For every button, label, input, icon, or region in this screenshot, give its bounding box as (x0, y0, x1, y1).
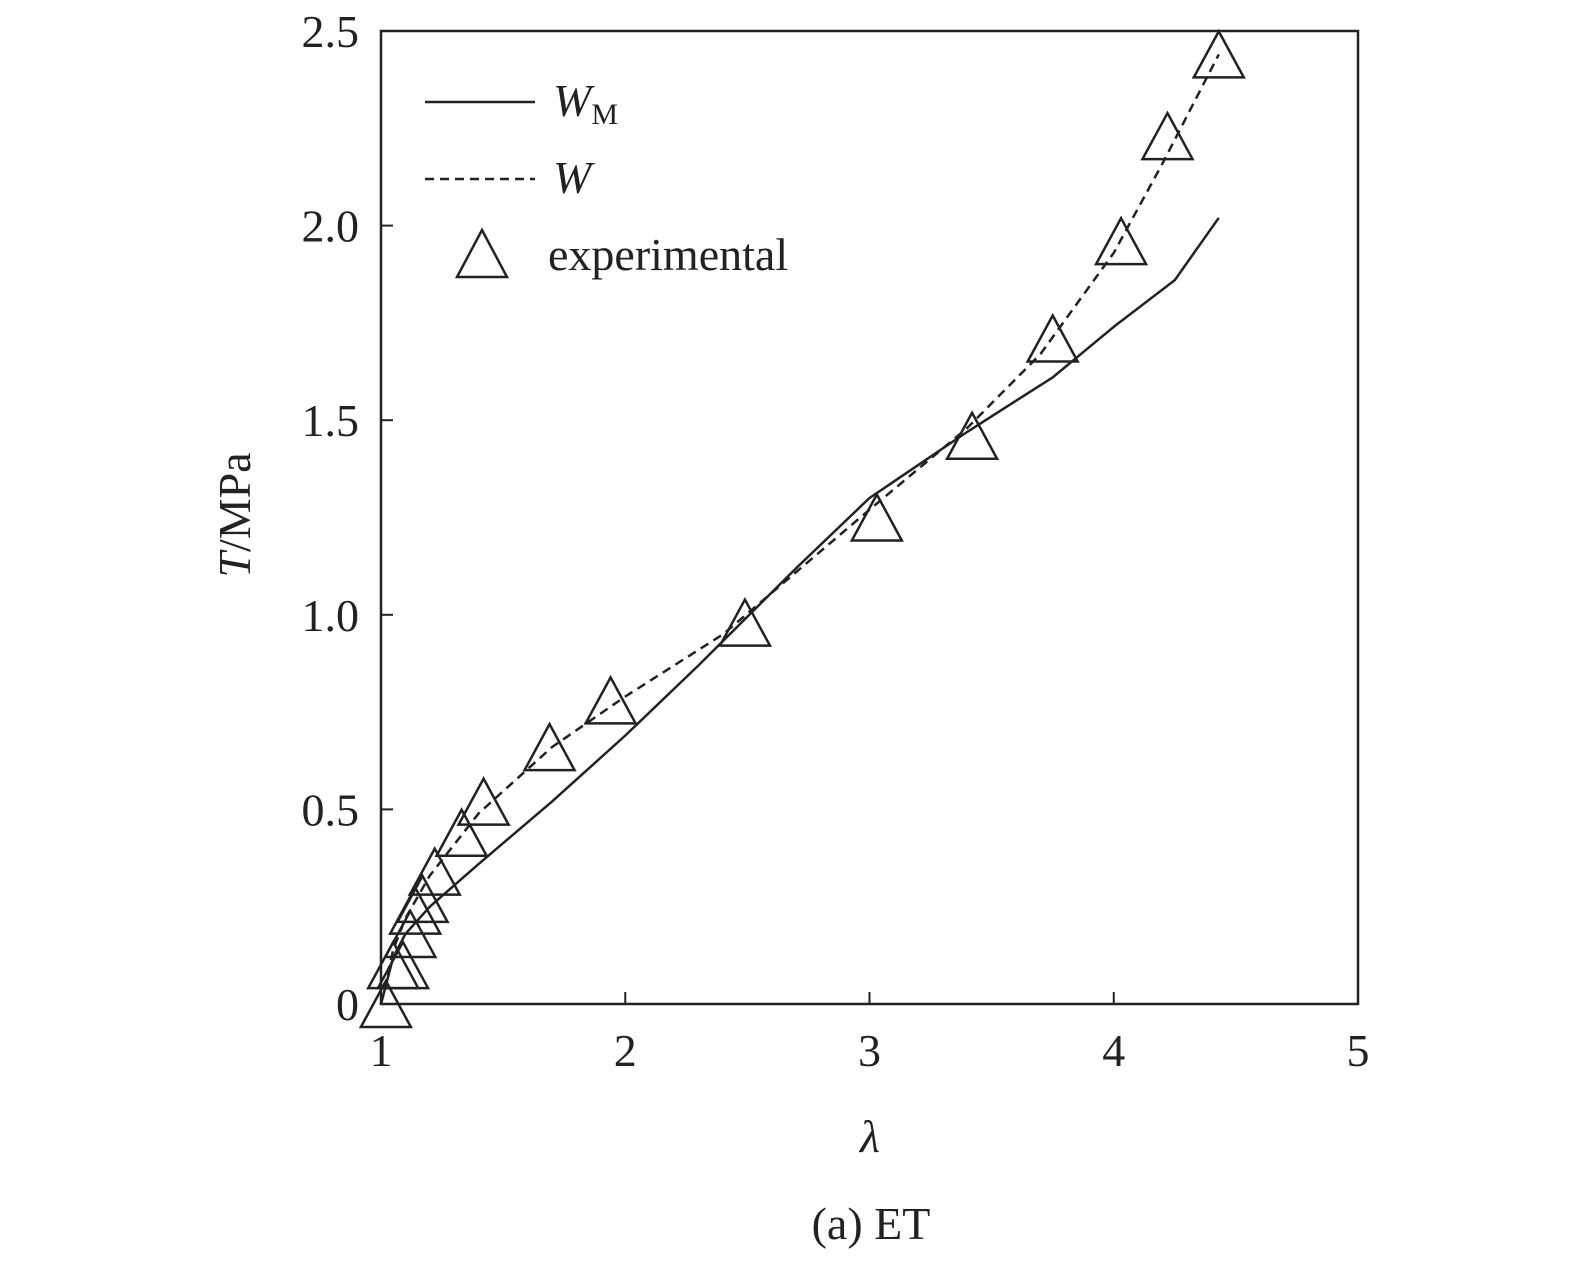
legend-label-experimental: experimental (548, 229, 788, 280)
y-tick-label: 1.0 (302, 590, 360, 641)
x-axis-label: λ (858, 1111, 880, 1162)
experimental-point (1025, 312, 1080, 363)
x-tick-label: 4 (1102, 1025, 1125, 1076)
experimental-point (456, 775, 511, 826)
figure-caption: (a) ET (812, 1198, 931, 1249)
series-line-w (379, 53, 1220, 1005)
y-tick-label: 2.0 (302, 201, 360, 252)
plot-frame (379, 29, 1360, 1006)
legend-label-wm-sub: M (591, 98, 618, 131)
experimental-point (522, 721, 577, 772)
experimental-point (717, 596, 773, 647)
experimental-point (366, 939, 421, 990)
y-tick-label: 0 (336, 979, 359, 1030)
y-tick-label: 0.5 (302, 784, 360, 835)
experimental-point (1191, 28, 1246, 79)
experimental-point (583, 674, 638, 725)
legend-label-w: W (553, 152, 595, 203)
series-line-wm (379, 217, 1220, 1005)
legend: WM W experimental (425, 75, 788, 280)
x-axis-ticks: 1 2 3 4 5 (370, 992, 1370, 1076)
experimental-point (375, 939, 431, 990)
y-axis-ticks: 0 0.5 1.0 1.5 2.0 2.5 (302, 6, 393, 1030)
marker-layer (358, 28, 1246, 1029)
legend-marker-experimental (454, 227, 510, 279)
experimental-point (434, 807, 489, 858)
x-tick-label: 2 (614, 1025, 637, 1076)
experimental-point (358, 978, 413, 1029)
legend-label-wm: WM (553, 75, 618, 131)
y-axis-label-variable: T (209, 549, 260, 578)
x-tick-label: 3 (858, 1025, 881, 1076)
experimental-point (1140, 110, 1195, 161)
experimental-point (1093, 215, 1149, 266)
x-tick-label: 1 (370, 1025, 393, 1076)
experimental-point (849, 491, 904, 542)
experimental-point (395, 873, 450, 924)
series-layer (379, 53, 1220, 1005)
y-axis-label-unit: /MPa (209, 452, 260, 552)
y-tick-label: 2.5 (302, 6, 360, 57)
y-axis-label: T/MPa (209, 452, 260, 577)
y-tick-label: 1.5 (302, 395, 360, 446)
legend-label-wm-main: W (553, 75, 595, 126)
experimental-point (407, 846, 462, 896)
experimental-point (944, 410, 1000, 461)
x-tick-label: 5 (1347, 1025, 1370, 1076)
